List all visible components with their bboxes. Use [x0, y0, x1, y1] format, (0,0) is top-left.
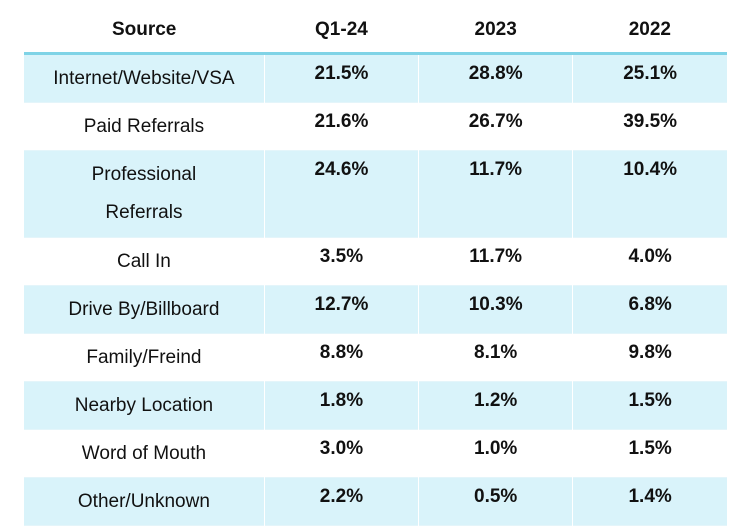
2023-cell: 1.2% — [418, 381, 574, 430]
table-row: Call In 3.5% 11.7% 4.0% — [24, 237, 727, 286]
source-cell: Internet/Website/VSA — [24, 53, 265, 103]
source-cell: Drive By/Billboard — [24, 285, 265, 334]
header-2023: 2023 — [418, 8, 573, 55]
header-q1-24: Q1-24 — [264, 8, 419, 55]
2023-cell: 11.7% — [418, 237, 574, 286]
source-cell: Professional Referrals — [24, 150, 265, 238]
2023-cell: 8.1% — [418, 333, 574, 382]
2023-cell: 11.7% — [418, 150, 574, 238]
2023-cell: 1.0% — [418, 429, 574, 478]
source-cell: Call In — [24, 237, 265, 286]
table-row: Internet/Website/VSA 21.5% 28.8% 25.1% — [24, 53, 727, 103]
2022-cell: 25.1% — [572, 53, 727, 103]
q1-24-cell: 12.7% — [264, 285, 420, 334]
q1-24-cell: 21.6% — [264, 102, 420, 151]
2022-cell: 9.8% — [628, 342, 672, 363]
q1-24-cell: 24.6% — [264, 150, 420, 238]
q1-24-cell: 2.2% — [264, 477, 420, 526]
source-cell: Paid Referrals — [24, 102, 265, 151]
table-row: Drive By/Billboard 12.7% 10.3% 6.8% — [24, 285, 727, 334]
2023-cell: 10.3% — [418, 285, 574, 334]
q1-24-cell: 3.5% — [264, 237, 420, 286]
2022-cell: 1.5% — [572, 381, 727, 430]
table-row: Family/Freind 8.8% 8.1% 9.8% — [24, 333, 727, 382]
source-cell: Other/Unknown — [24, 477, 265, 526]
source-line-2: Referrals — [105, 202, 183, 223]
2023-cell: 26.7% — [418, 102, 574, 151]
2022-cell: 39.5% — [623, 111, 678, 132]
2022-cell: 4.0% — [628, 246, 672, 267]
header-2022: 2022 — [572, 8, 727, 55]
2022-cell: 10.4% — [572, 150, 727, 238]
2023-cell: 0.5% — [418, 477, 574, 526]
source-cell: Nearby Location — [24, 381, 265, 430]
table-row: Paid Referrals 21.6% 26.7% 39.5% — [24, 102, 727, 151]
2022-cell: 1.5% — [628, 438, 672, 459]
header-row: Source Q1-24 2023 2022 — [24, 8, 727, 55]
source-cell: Word of Mouth — [24, 429, 265, 478]
header-source: Source — [24, 8, 265, 55]
2023-cell: 28.8% — [418, 53, 574, 103]
table-row: Word of Mouth 3.0% 1.0% 1.5% — [24, 429, 727, 478]
table-row: Other/Unknown 2.2% 0.5% 1.4% — [24, 477, 727, 526]
source-line-1: Professional — [91, 164, 197, 185]
source-cell: Family/Freind — [24, 333, 265, 382]
table-row: Nearby Location 1.8% 1.2% 1.5% — [24, 381, 727, 430]
2022-cell: 6.8% — [572, 285, 727, 334]
table-row: Professional Referrals 24.6% 11.7% 10.4% — [24, 150, 727, 238]
q1-24-cell: 1.8% — [264, 381, 420, 430]
referral-source-table: Source Q1-24 2023 2022 Internet/Website/… — [24, 8, 727, 526]
q1-24-cell: 8.8% — [264, 333, 420, 382]
q1-24-cell: 21.5% — [264, 53, 420, 103]
q1-24-cell: 3.0% — [264, 429, 420, 478]
2022-cell: 1.4% — [572, 477, 727, 526]
